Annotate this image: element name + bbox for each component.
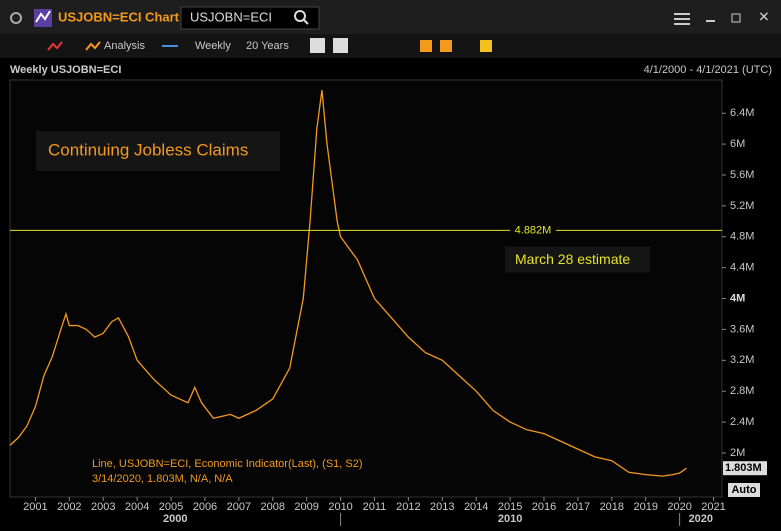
- menu-icon[interactable]: [674, 13, 690, 15]
- x-tick-label: 2014: [464, 501, 488, 513]
- window-title: USJOBN=ECI Chart: [58, 9, 180, 24]
- decade-label: 2010: [498, 513, 522, 525]
- menu-icon: [674, 18, 690, 20]
- x-tick-label: 2017: [566, 501, 590, 513]
- minimize-button[interactable]: [706, 20, 715, 22]
- decade-label: 2020: [689, 513, 713, 525]
- toolbar-button[interactable]: [310, 38, 325, 53]
- y-tick-label: 6.4M: [730, 107, 754, 119]
- search-text: USJOBN=ECI: [190, 9, 272, 24]
- interval-menu[interactable]: Weekly: [195, 40, 231, 52]
- chart-header-range: 4/1/2000 - 4/1/2021 (UTC): [644, 64, 772, 76]
- x-tick-label: 2010: [328, 501, 352, 513]
- legend-line: Line, USJOBN=ECI, Economic Indicator(Las…: [92, 458, 363, 470]
- annotation-bg: [505, 246, 650, 273]
- toolbar-button[interactable]: [333, 38, 348, 53]
- y-tick-label: 2.4M: [730, 416, 754, 428]
- toolbar-button[interactable]: [480, 40, 492, 52]
- analysis-menu[interactable]: Analysis: [104, 40, 145, 52]
- title-bar: [0, 0, 781, 34]
- x-tick-label: 2013: [430, 501, 454, 513]
- x-tick-label: 2007: [227, 501, 251, 513]
- toolbar-button[interactable]: [420, 40, 432, 52]
- toolbar-button[interactable]: [440, 40, 452, 52]
- reference-annotation: March 28 estimate: [515, 251, 630, 267]
- app-icon-line: [35, 10, 51, 23]
- x-tick-label: 2006: [193, 501, 217, 513]
- range-menu[interactable]: 20 Years: [246, 40, 289, 52]
- title-annotation-bg: [36, 131, 280, 171]
- search-icon[interactable]: [294, 10, 306, 22]
- last-value-label: 1.803M: [725, 462, 762, 474]
- decade-label: 2000: [163, 513, 187, 525]
- search-box[interactable]: [180, 6, 320, 30]
- auto-button-bg[interactable]: [728, 483, 760, 497]
- y-tick-label: 4.4M: [730, 262, 754, 274]
- y-tick-label: 3.2M: [730, 354, 754, 366]
- series-line: [9, 89, 687, 477]
- line-tool-icon[interactable]: [47, 41, 63, 51]
- x-tick-label: 2008: [261, 501, 285, 513]
- x-tick-label: 2001: [23, 501, 47, 513]
- analysis-icon[interactable]: [85, 41, 101, 51]
- x-tick-label: 2021: [701, 501, 725, 513]
- x-tick-label: 2018: [600, 501, 624, 513]
- x-tick-label: 2002: [57, 501, 81, 513]
- search-icon-handle: [303, 19, 309, 25]
- last-value-box: [723, 461, 767, 476]
- y-tick-label: 2M: [730, 447, 745, 459]
- y-tick-label: 5.6M: [730, 169, 754, 181]
- y-tick-label: 2.8M: [730, 385, 754, 397]
- toolbar: [0, 34, 781, 58]
- x-tick-label: 2016: [532, 501, 556, 513]
- y-tick-label: 6M: [730, 138, 745, 150]
- x-tick-label: 2020: [667, 501, 691, 513]
- legend-line: 3/14/2020, 1.803M, N/A, N/A: [92, 473, 233, 485]
- auto-button[interactable]: Auto: [731, 484, 756, 496]
- reference-label-bg: [510, 223, 556, 238]
- y-tick-label: 4.8M: [730, 231, 754, 243]
- x-tick-label: 2019: [633, 501, 657, 513]
- x-tick-label: 2003: [91, 501, 115, 513]
- x-tick-label: 2005: [159, 501, 183, 513]
- chart-title: Continuing Jobless Claims: [48, 140, 248, 159]
- x-tick-label: 2009: [294, 501, 318, 513]
- y-tick-label: 4M: [730, 292, 745, 304]
- link-icon[interactable]: [10, 12, 22, 24]
- y-tick-label: 5.2M: [730, 200, 754, 212]
- x-tick-label: 2004: [125, 501, 149, 513]
- maximize-button[interactable]: [731, 13, 741, 23]
- reference-label: 4.882M: [515, 224, 552, 236]
- x-tick-label: 2012: [396, 501, 420, 513]
- chart-header-title: Weekly USJOBN=ECI: [10, 64, 121, 76]
- y-tick-label: 3.6M: [730, 323, 754, 335]
- close-button[interactable]: ✕: [758, 9, 770, 25]
- menu-icon: [674, 23, 690, 25]
- x-tick-label: 2011: [363, 501, 387, 513]
- x-tick-label: 2015: [498, 501, 522, 513]
